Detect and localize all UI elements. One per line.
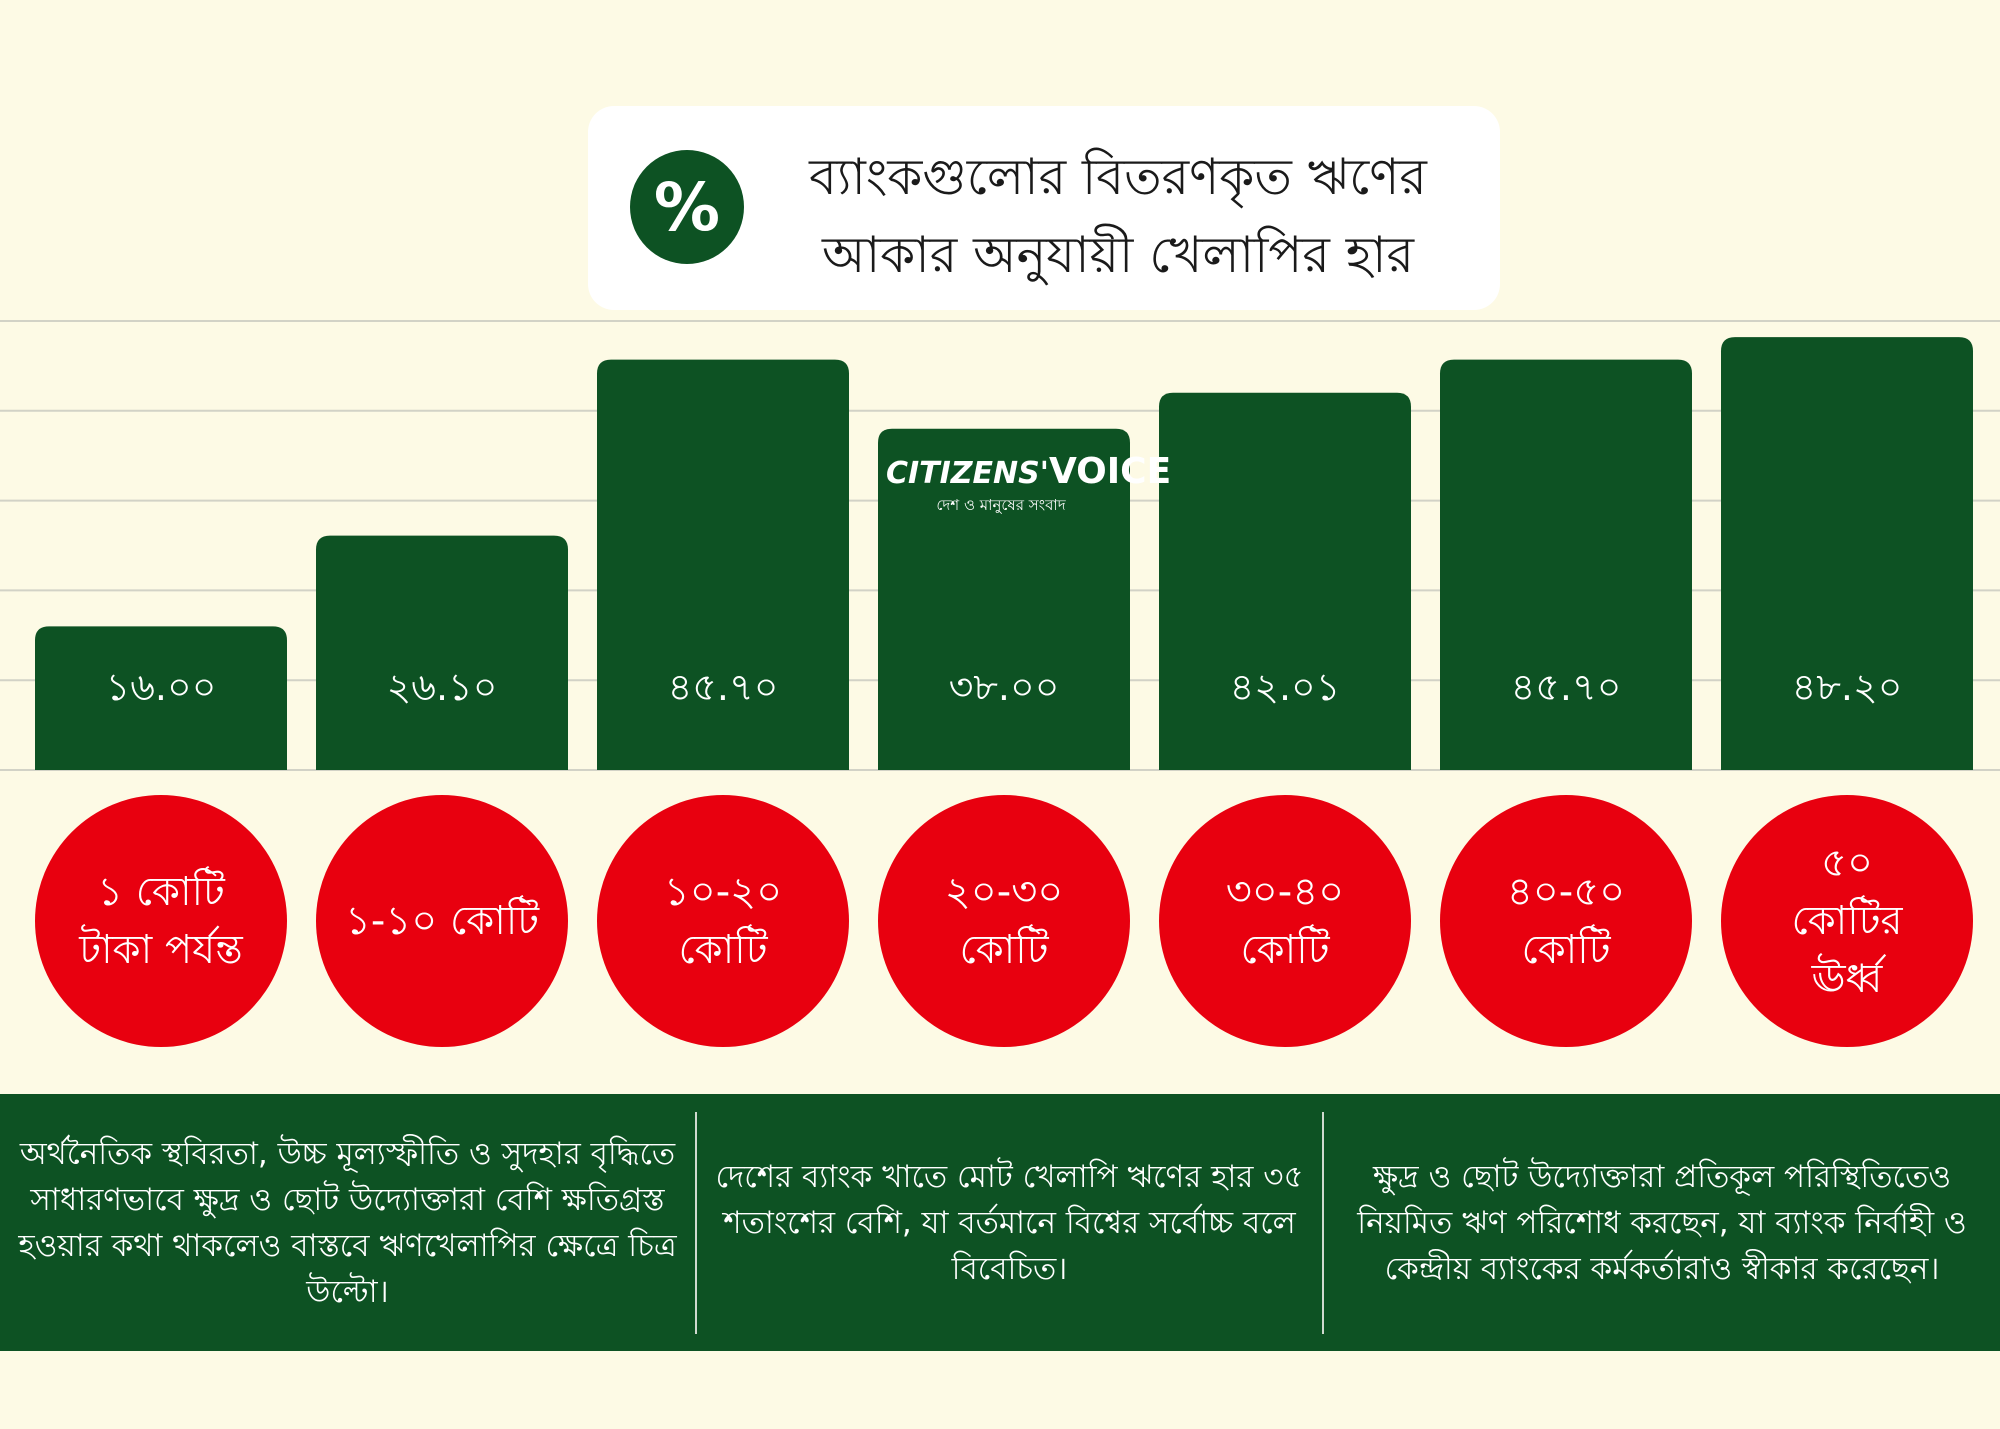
footer-divider-1 <box>695 1112 697 1334</box>
category-label: ১০-২০ কোটি <box>597 795 849 1047</box>
bar-value-label: ৪৮.২০ <box>1792 665 1903 709</box>
category-label-line: ১-১০ কোটি <box>344 898 540 944</box>
percent-icon: % <box>630 150 744 264</box>
footer-note-1: অর্থনৈতিক স্থবিরতা, উচ্চ মূল্যস্ফীতি ও স… <box>18 1136 677 1310</box>
watermark-name-2: VOICE <box>1048 451 1172 492</box>
bar-value-label: ১৬.০০ <box>106 665 217 709</box>
bar-value-label: ২৬.১০ <box>387 665 498 709</box>
bar <box>1159 392 1411 770</box>
category-label: ৩০-৪০ কোটি <box>1159 795 1411 1047</box>
category-label-line: কোটি <box>1521 927 1611 973</box>
category-label-line: ঊর্ধ্ব <box>1811 956 1883 1002</box>
bar-chart: ১৬.০০ ২৬.১০ ৪৫.৭০ ৩৮.০০ ৪২.০১ ৪৫.৭০ ৪৮.২০ <box>0 320 2000 771</box>
category-label: ১-১০ কোটি <box>316 795 568 1047</box>
watermark-logo: CITIZENS'VOICE <box>886 452 1171 494</box>
category-label-line: কোটি <box>959 927 1049 973</box>
category-label-line: ২০-৩০ <box>944 869 1064 915</box>
bar <box>1440 359 1692 770</box>
footer-panel: অর্থনৈতিক স্থবিরতা, উচ্চ মূল্যস্ফীতি ও স… <box>0 1094 2000 1351</box>
footer-divider-2 <box>1322 1112 1324 1334</box>
title-line-1: ব্যাংকগুলোর বিতরণকৃত ঋণের <box>809 148 1427 206</box>
bar-value-label: ৪৫.৭০ <box>668 665 779 709</box>
category-label: ২০-৩০ কোটি <box>878 795 1130 1047</box>
bar <box>35 626 287 770</box>
bar-value-label: ৪৫.৭০ <box>1511 665 1622 709</box>
watermark-tagline: দেশ ও মানুষের সংবাদ <box>936 496 1066 514</box>
category-label: ১ কোটি টাকা পর্যন্ত <box>35 795 287 1047</box>
category-label-line: ৫০ <box>1821 840 1873 886</box>
bar <box>1721 337 1973 770</box>
category-label: ৫০ কোটির ঊর্ধ্ব <box>1721 795 1973 1047</box>
footer-note-3: ক্ষুদ্র ও ছোট উদ্যোক্তারা প্রতিকূল পরিস্… <box>1357 1159 1967 1287</box>
category-label-line: কোটির <box>1791 898 1903 944</box>
category-label-line: কোটি <box>678 927 768 973</box>
category-label-line: ১০-২০ <box>663 869 783 915</box>
bar-value-label: ৩৮.০০ <box>949 665 1060 709</box>
footer-note-2: দেশের ব্যাংক খাতে মোট খেলাপি ঋণের হার ৩৫… <box>715 1159 1304 1287</box>
citizens-voice-watermark: CITIZENS'VOICE দেশ ও মানুষের সংবাদ <box>886 452 1171 544</box>
category-label-line: টাকা পর্যন্ত <box>79 927 243 973</box>
category-label-line: ১ কোটি <box>97 869 225 915</box>
category-label-line: ৩০-৪০ <box>1225 869 1345 915</box>
chart-title: ব্যাংকগুলোর বিতরণকৃত ঋণের আকার অনুযায়ী … <box>768 138 1468 294</box>
category-label: ৪০-৫০ কোটি <box>1440 795 1692 1047</box>
bar <box>878 428 1130 770</box>
title-line-2: আকার অনুযায়ী খেলাপির হার <box>821 226 1415 284</box>
watermark-name-1: CITIZENS' <box>886 456 1049 491</box>
bar <box>597 359 849 770</box>
category-label-line: কোটি <box>1240 927 1330 973</box>
bar-value-label: ৪২.০১ <box>1230 665 1341 709</box>
category-label-line: ৪০-৫০ <box>1506 869 1626 915</box>
bar <box>316 535 568 770</box>
